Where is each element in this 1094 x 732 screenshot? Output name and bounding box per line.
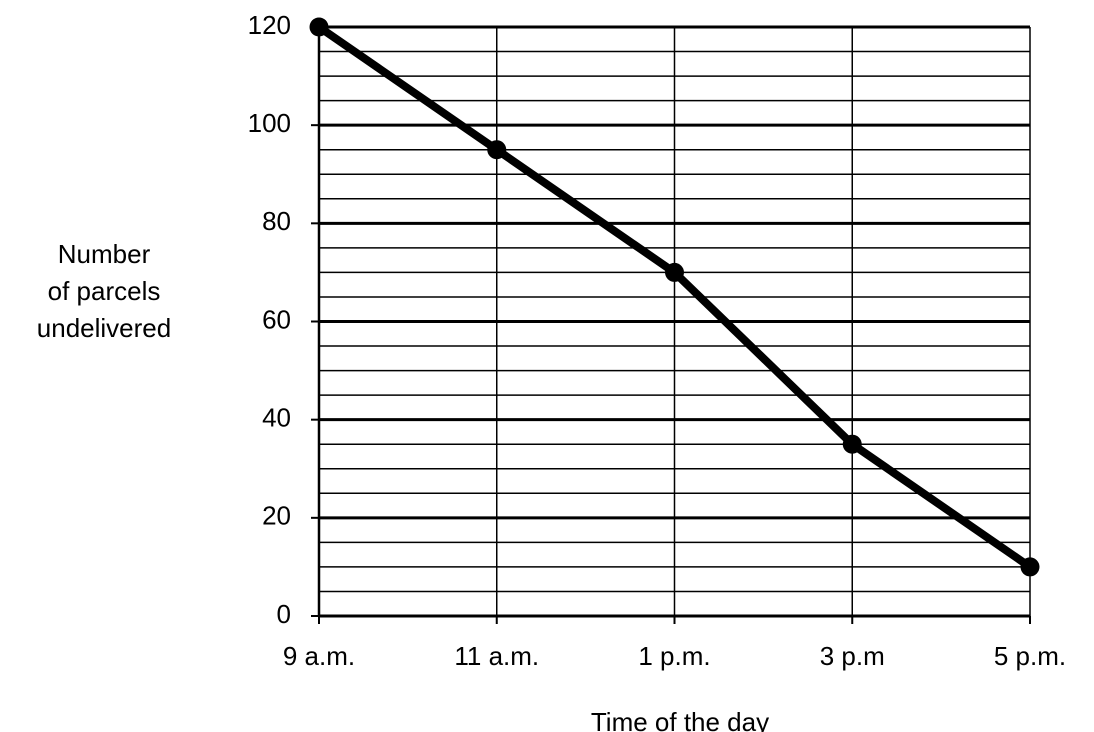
data-point (665, 262, 684, 282)
y-tick-label: 0 (277, 599, 291, 629)
y-tick-label: 80 (262, 206, 291, 236)
data-point (842, 434, 862, 454)
data-point (309, 17, 329, 37)
y-tick-label: 100 (248, 108, 291, 138)
x-tick-label: 9 a.m. (283, 641, 355, 671)
y-tick-label: 20 (262, 501, 291, 531)
data-point (487, 140, 507, 160)
y-tick-label: 60 (262, 304, 291, 334)
y-axis-label: undelivered (37, 313, 171, 343)
y-tick-label: 120 (248, 10, 291, 40)
data-point (1020, 557, 1040, 577)
x-axis-label: Time of the day (591, 707, 769, 732)
x-tick-label: 11 a.m. (454, 641, 539, 671)
y-tick-label: 40 (262, 403, 291, 433)
y-axis-label: Number (58, 239, 151, 269)
x-tick-label: 5 p.m. (994, 641, 1066, 671)
y-axis-label: of parcels (48, 276, 161, 306)
x-tick-label: 3 p.m (820, 641, 885, 671)
x-tick-label: 1 p.m. (638, 641, 710, 671)
